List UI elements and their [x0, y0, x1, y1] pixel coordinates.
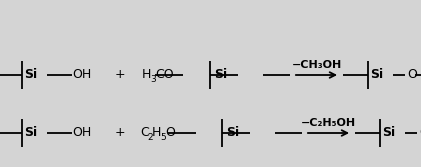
Text: O: O [419, 126, 421, 139]
Text: Si: Si [24, 126, 37, 139]
Text: 2: 2 [147, 132, 153, 141]
Text: H: H [152, 126, 161, 139]
Text: C: C [140, 126, 149, 139]
Text: O: O [407, 68, 417, 81]
Text: Si: Si [370, 68, 383, 81]
Text: OH: OH [72, 68, 91, 81]
Text: Si: Si [382, 126, 395, 139]
Text: −CH₃OH: −CH₃OH [291, 60, 341, 70]
Text: OH: OH [72, 126, 91, 139]
Text: O: O [165, 126, 175, 139]
Text: 5: 5 [160, 132, 166, 141]
Text: Si: Si [226, 126, 239, 139]
Text: 3: 3 [150, 74, 156, 84]
Text: CO: CO [155, 68, 173, 81]
Text: Si: Si [24, 68, 37, 81]
Text: +: + [115, 68, 125, 81]
Text: −C₂H₅OH: −C₂H₅OH [301, 118, 356, 128]
Text: +: + [115, 126, 125, 139]
Text: Si: Si [214, 68, 227, 81]
Text: H: H [142, 68, 152, 81]
